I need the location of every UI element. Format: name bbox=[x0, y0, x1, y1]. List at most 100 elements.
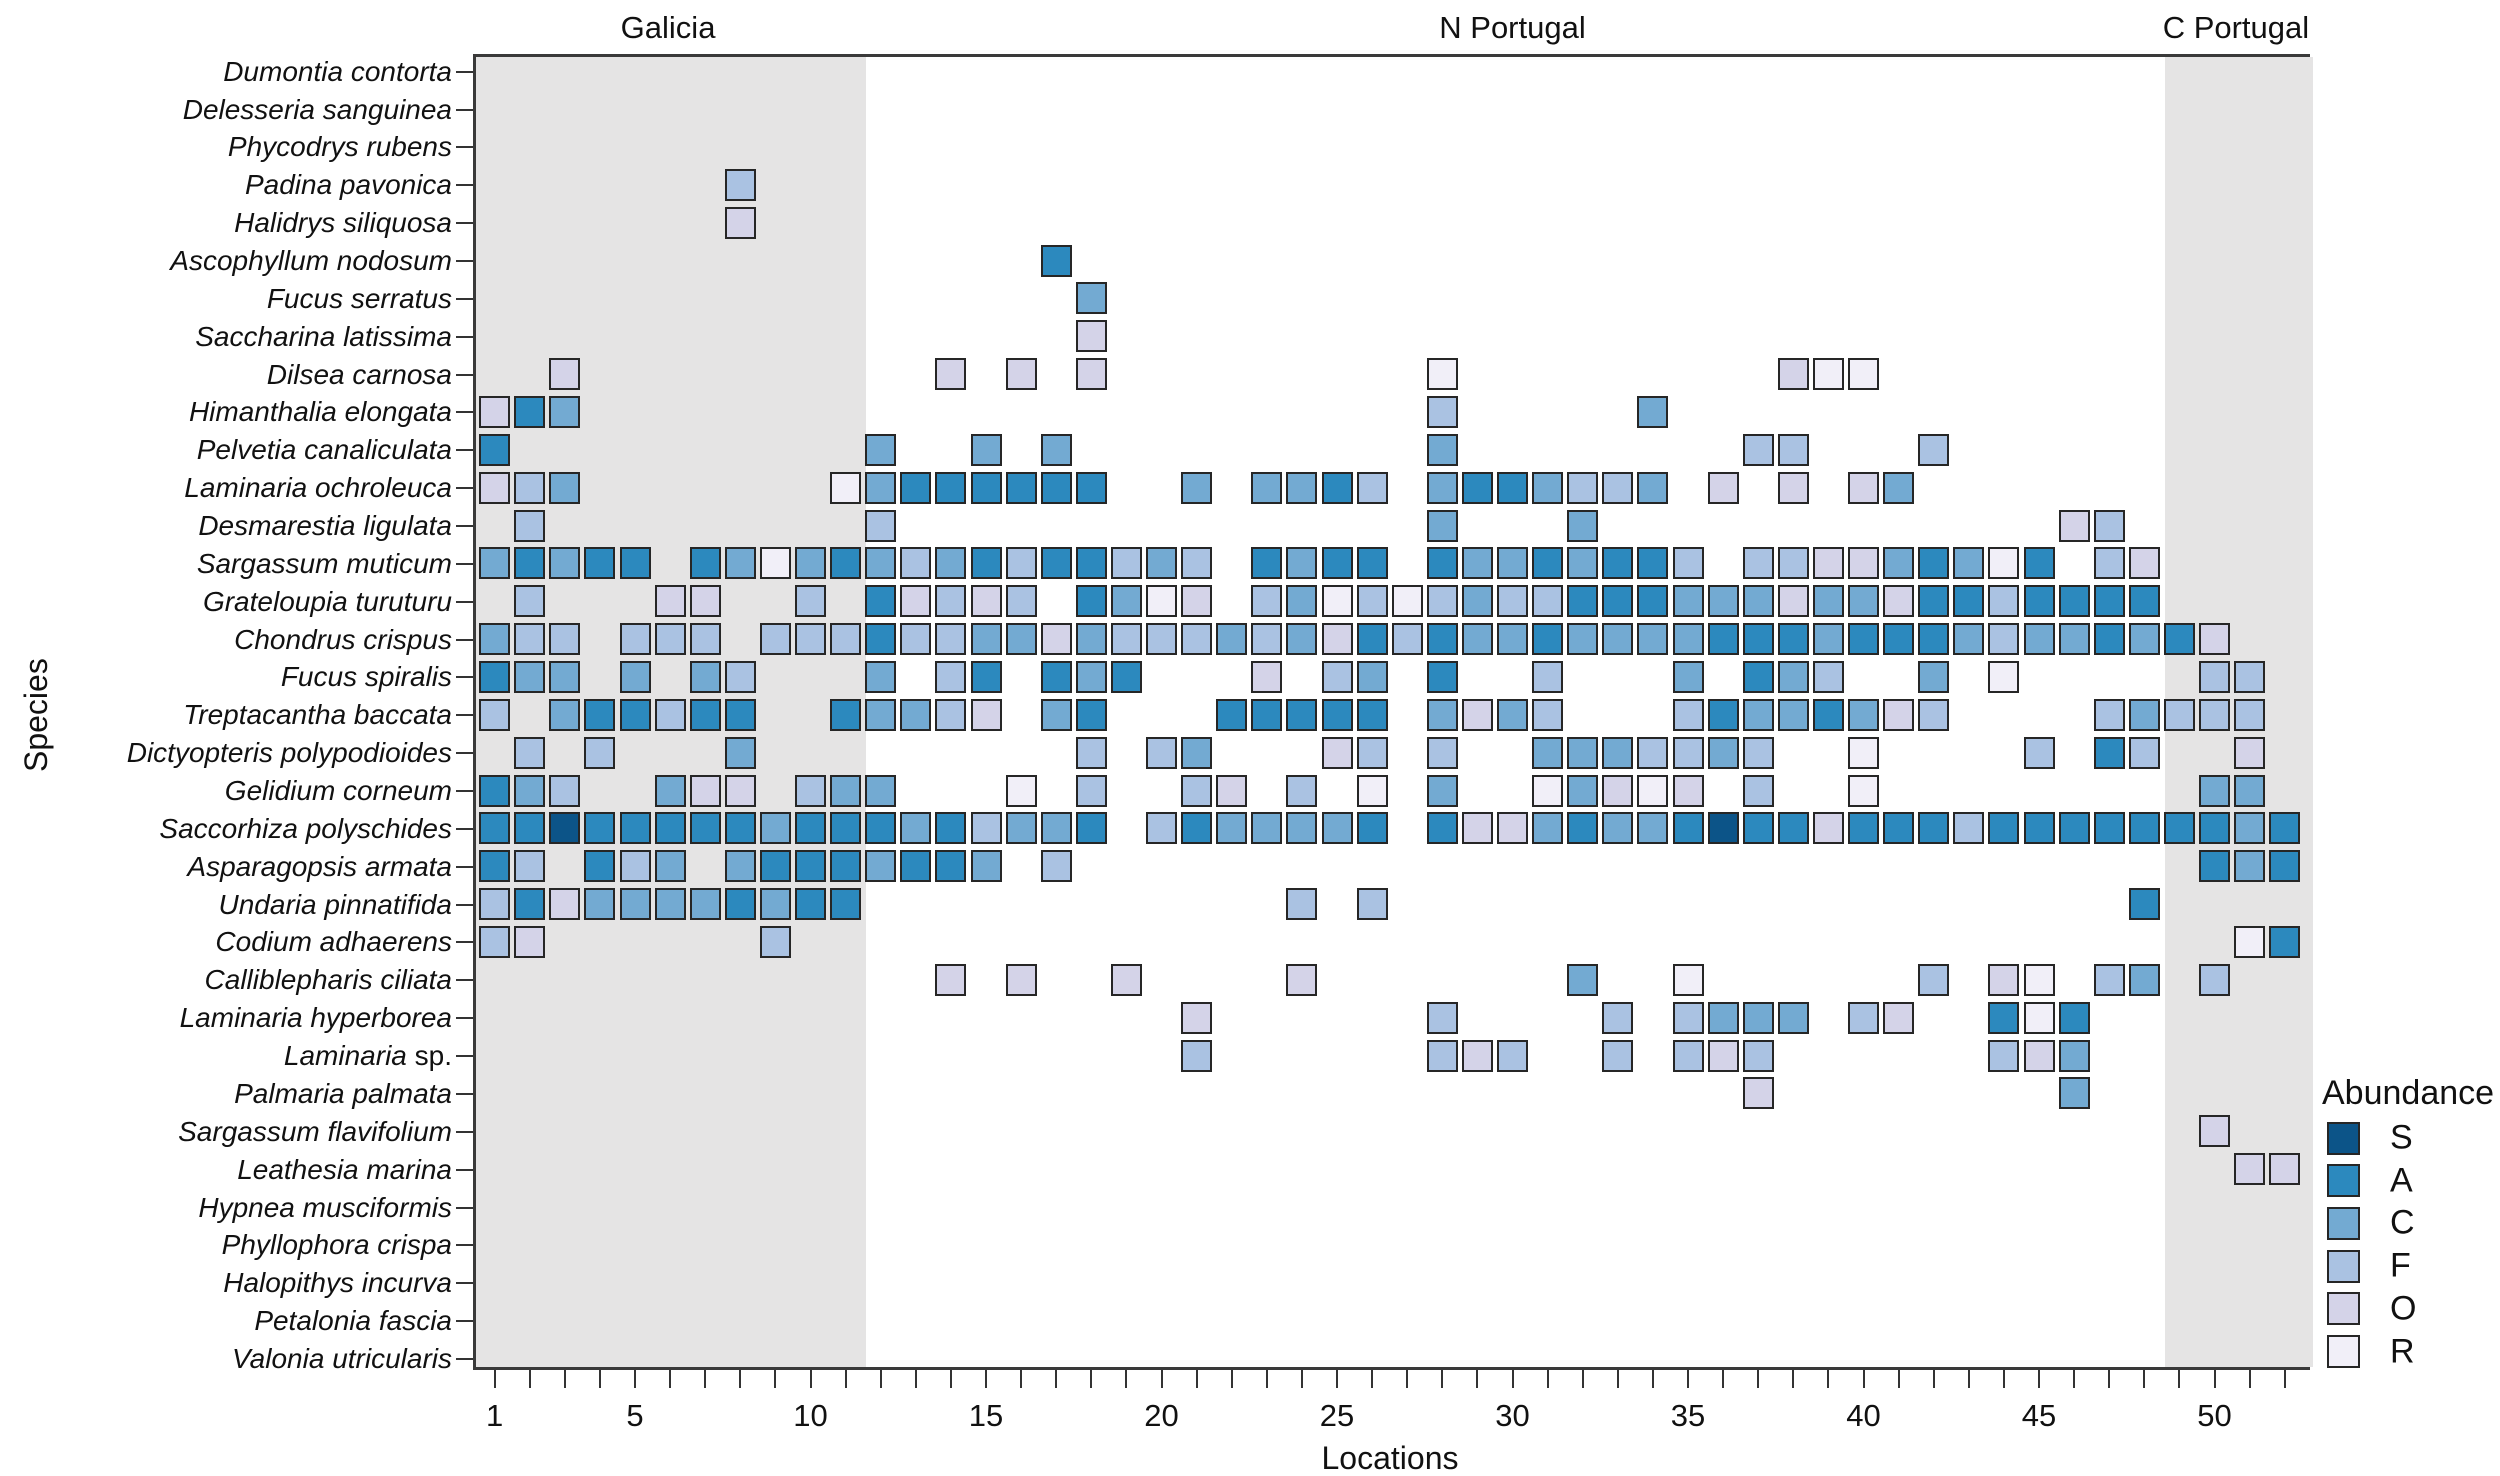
abundance-cell bbox=[1777, 585, 1809, 618]
abundance-cell bbox=[654, 623, 686, 656]
abundance-cell bbox=[2269, 1153, 2301, 1186]
abundance-cell bbox=[479, 471, 511, 504]
abundance-cell bbox=[2199, 812, 2230, 845]
abundance-cell bbox=[1146, 736, 1177, 769]
x-tick bbox=[879, 1370, 882, 1388]
abundance-cell bbox=[1988, 623, 2020, 656]
abundance-cell bbox=[2199, 774, 2230, 807]
abundance-cell bbox=[1672, 585, 1704, 618]
abundance-cell bbox=[2163, 623, 2195, 656]
y-tick bbox=[456, 638, 473, 641]
species-label: Ascophyllum nodosum bbox=[170, 245, 452, 276]
abundance-cell bbox=[1637, 736, 1669, 769]
abundance-cell bbox=[1637, 395, 1669, 428]
abundance-cell bbox=[1286, 547, 1318, 580]
abundance-cell bbox=[1953, 547, 1985, 580]
abundance-cell bbox=[1005, 585, 1037, 618]
abundance-cell bbox=[2128, 888, 2160, 921]
abundance-cell bbox=[970, 812, 1002, 845]
abundance-cell bbox=[1672, 660, 1704, 693]
abundance-cell bbox=[795, 623, 826, 656]
abundance-cell bbox=[479, 395, 511, 428]
species-label: Dumontia contorta bbox=[223, 55, 452, 87]
abundance-cell bbox=[1953, 585, 1985, 618]
y-tick bbox=[456, 752, 473, 755]
abundance-cell bbox=[1848, 547, 1879, 580]
plot-area bbox=[473, 54, 2313, 1370]
abundance-cell bbox=[584, 850, 616, 883]
abundance-cell bbox=[2128, 547, 2160, 580]
abundance-cell bbox=[549, 812, 581, 845]
abundance-cell bbox=[1075, 660, 1107, 693]
abundance-cell bbox=[1286, 888, 1318, 921]
species-label: Phycodrys rubens bbox=[227, 131, 452, 163]
abundance-cell bbox=[1812, 547, 1844, 580]
abundance-cell bbox=[1883, 471, 1915, 504]
x-tick bbox=[949, 1370, 952, 1388]
abundance-cell bbox=[935, 963, 967, 996]
species-label: Valonia utricularis bbox=[232, 1342, 452, 1374]
abundance-cell bbox=[514, 812, 546, 845]
x-tick-label: 25 bbox=[1319, 1398, 1355, 1433]
abundance-cell bbox=[830, 698, 862, 731]
abundance-cell bbox=[1707, 471, 1739, 504]
abundance-cell bbox=[514, 925, 546, 958]
abundance-cell bbox=[1883, 585, 1915, 618]
abundance-cell bbox=[830, 812, 862, 845]
abundance-cell bbox=[1110, 585, 1142, 618]
region-header-n-portugal: N Portugal bbox=[1439, 10, 1586, 45]
abundance-cell bbox=[514, 774, 546, 807]
abundance-cell bbox=[1075, 698, 1107, 731]
abundance-cell bbox=[2058, 623, 2090, 656]
abundance-cell bbox=[479, 888, 511, 921]
abundance-cell bbox=[2128, 736, 2160, 769]
abundance-cell bbox=[1953, 812, 1985, 845]
species-label: Delesseria sanguinea bbox=[182, 93, 452, 125]
x-tick bbox=[844, 1370, 847, 1388]
abundance-cell bbox=[1181, 547, 1213, 580]
abundance-cell bbox=[900, 585, 932, 618]
abundance-cell bbox=[1426, 1039, 1458, 1072]
x-tick bbox=[1265, 1370, 1268, 1388]
y-tick bbox=[456, 525, 473, 528]
species-label: Desmarestia ligulata bbox=[198, 510, 452, 542]
y-tick bbox=[456, 1282, 473, 1285]
x-tick bbox=[1300, 1370, 1303, 1388]
abundance-cell bbox=[2058, 585, 2090, 618]
abundance-cell bbox=[2023, 963, 2055, 996]
abundance-cell bbox=[1602, 736, 1634, 769]
abundance-cell bbox=[1181, 471, 1213, 504]
abundance-cell bbox=[584, 698, 616, 731]
abundance-cell bbox=[2163, 698, 2195, 731]
abundance-cell bbox=[1426, 736, 1458, 769]
abundance-cell bbox=[1251, 585, 1283, 618]
abundance-cell bbox=[1777, 471, 1809, 504]
abundance-cell bbox=[1672, 736, 1704, 769]
abundance-cell bbox=[1672, 1039, 1704, 1072]
x-tick bbox=[528, 1370, 531, 1388]
y-tick bbox=[456, 1017, 473, 1020]
abundance-cell bbox=[1040, 244, 1072, 277]
x-tick bbox=[598, 1370, 601, 1388]
abundance-cell bbox=[1075, 358, 1107, 391]
abundance-cell bbox=[1988, 660, 2020, 693]
abundance-cell bbox=[1075, 471, 1107, 504]
x-tick bbox=[1476, 1370, 1479, 1388]
abundance-cell bbox=[514, 395, 546, 428]
abundance-cell bbox=[724, 168, 756, 201]
abundance-cell bbox=[900, 812, 932, 845]
y-tick bbox=[456, 373, 473, 376]
abundance-cell bbox=[1251, 660, 1283, 693]
abundance-cell bbox=[1075, 320, 1107, 353]
x-tick bbox=[1441, 1370, 1444, 1388]
abundance-cell bbox=[1426, 585, 1458, 618]
abundance-cell bbox=[1532, 547, 1564, 580]
abundance-cell bbox=[865, 433, 897, 466]
abundance-cell bbox=[1356, 736, 1388, 769]
y-tick bbox=[456, 903, 473, 906]
abundance-cell bbox=[549, 623, 581, 656]
x-tick bbox=[2108, 1370, 2111, 1388]
abundance-cell bbox=[1426, 812, 1458, 845]
abundance-cell bbox=[1953, 623, 1985, 656]
abundance-cell bbox=[1005, 623, 1037, 656]
